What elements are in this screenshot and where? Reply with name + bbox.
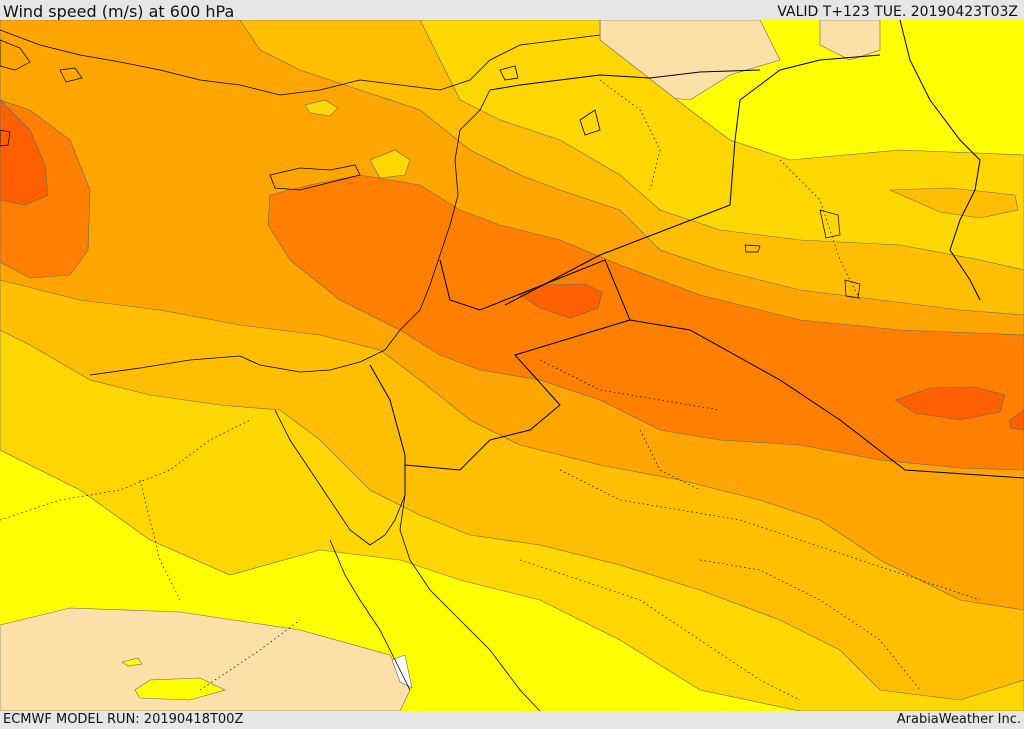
band-core-east: [894, 386, 1006, 421]
coastlines: [0, 29, 601, 711]
band-gold-patch-north: [304, 99, 339, 117]
valid-time: VALID T+123 TUE. 20190423T03Z: [777, 4, 1018, 20]
band-lightening-cyprus: [369, 149, 411, 179]
band-yellow-island-2: [121, 657, 143, 667]
islands: [0, 39, 861, 299]
map-title: Wind speed (m/s) at 600 hPa: [3, 2, 235, 21]
province-lines: [0, 79, 981, 701]
band-peach-south-west: [0, 607, 411, 711]
band-amber-patch-east: [889, 187, 1019, 219]
credit: ArabiaWeather Inc.: [896, 712, 1021, 727]
band-core-west: [0, 99, 49, 206]
band-core-jordan: [519, 283, 603, 319]
model-run: ECMWF MODEL RUN: 20190418T00Z: [3, 712, 244, 727]
band-yellow-island: [134, 677, 226, 701]
wind-speed-map: [0, 20, 1024, 711]
band-peach-north-east: [819, 20, 881, 61]
country-borders: [369, 20, 1024, 495]
band-core-edge: [1009, 409, 1024, 431]
